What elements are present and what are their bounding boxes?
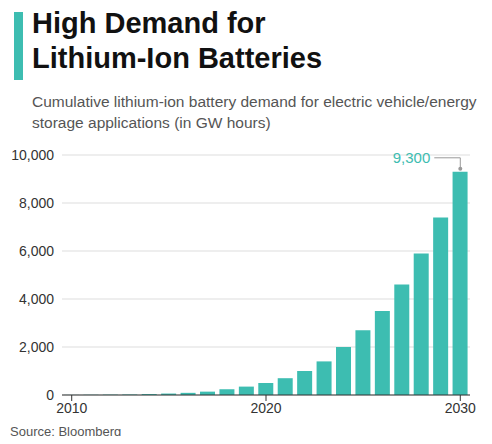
svg-text:2030: 2030 [445, 400, 476, 416]
svg-text:2,000: 2,000 [19, 339, 54, 355]
svg-text:4,000: 4,000 [19, 291, 54, 307]
svg-text:0: 0 [46, 387, 54, 403]
svg-text:8,000: 8,000 [19, 195, 54, 211]
html-text:Cumulative lithium-ion battery: Cumulative lithium-ion battery demand fo… [32, 93, 477, 131]
svg-text:6,000: 6,000 [19, 243, 54, 259]
svg-text:9,300: 9,300 [393, 149, 431, 166]
svg-text:10,000: 10,000 [11, 147, 54, 163]
html-text:High Demand for Lithium-Ion Ba: High Demand for Lithium-Ion Batteries [32, 7, 322, 74]
html-text:Source: Bloomberg: Source: Bloomberg [10, 424, 122, 439]
svg-text:2020: 2020 [250, 400, 281, 416]
svg-text:2010: 2010 [56, 400, 87, 416]
